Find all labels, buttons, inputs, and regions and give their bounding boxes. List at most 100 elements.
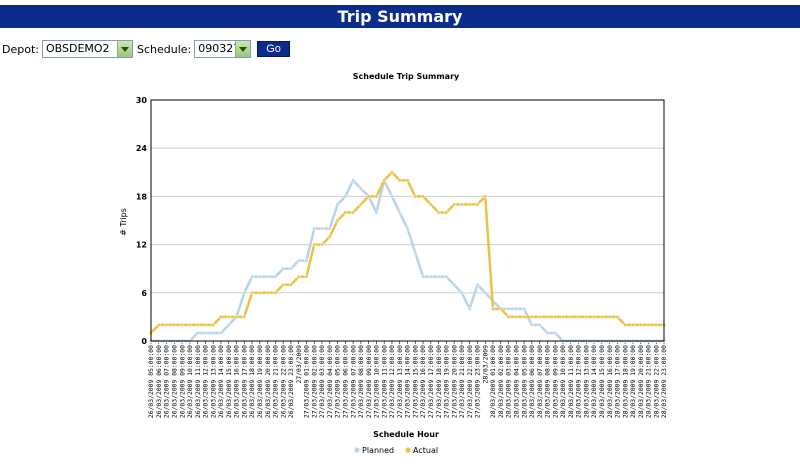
data-point-planned bbox=[327, 226, 332, 231]
data-point-actual bbox=[351, 210, 356, 215]
data-point-planned bbox=[428, 274, 433, 279]
x-tick-label: 26/03/2009 07:00:00 bbox=[163, 345, 171, 418]
data-point-actual bbox=[374, 194, 379, 199]
data-point-actual bbox=[467, 202, 472, 207]
x-tick-label: 26/03/2009 21:00:00 bbox=[272, 345, 280, 418]
data-point-actual bbox=[304, 274, 309, 279]
data-point-actual bbox=[327, 234, 332, 239]
x-tick-label: 26/03/2009 05:00:00 bbox=[147, 345, 155, 418]
data-point-planned bbox=[257, 274, 262, 279]
legend-marker-actual bbox=[405, 447, 411, 453]
x-tick-label: 27/03/2009 07:00:00 bbox=[349, 345, 357, 418]
y-axis-label: # Trips bbox=[119, 208, 128, 236]
x-tick-label: 27/03/2009 17:00:00 bbox=[427, 345, 435, 418]
depot-select[interactable]: OBSDEMO2 bbox=[41, 40, 133, 58]
data-point-planned bbox=[421, 274, 425, 279]
data-point-planned bbox=[219, 331, 223, 335]
chart-title: Schedule Trip Summary bbox=[353, 72, 460, 81]
data-point-actual bbox=[421, 194, 425, 199]
x-tick-label: 28/03/2009 bbox=[481, 345, 489, 384]
x-tick-label: 28/03/2009 05:00:00 bbox=[520, 345, 528, 418]
data-point-planned bbox=[273, 274, 278, 279]
schedule-label: Schedule: bbox=[136, 42, 192, 56]
x-tick-label: 26/03/2009 12:00:00 bbox=[202, 345, 210, 418]
data-point-planned bbox=[413, 250, 418, 255]
y-tick-label: 12 bbox=[136, 241, 147, 250]
data-point-planned bbox=[265, 274, 270, 279]
x-tick-label: 28/03/2009 04:00:00 bbox=[513, 345, 521, 418]
data-point-actual bbox=[219, 314, 223, 319]
go-button[interactable]: Go bbox=[257, 41, 290, 57]
legend-label-planned: Planned bbox=[362, 446, 394, 455]
x-tick-label: 28/03/2009 20:00:00 bbox=[637, 345, 645, 418]
schedule-select[interactable]: 090327 bbox=[194, 40, 252, 58]
data-point-actual bbox=[615, 314, 620, 319]
data-point-planned bbox=[211, 331, 216, 335]
x-tick-label: 26/03/2009 17:00:00 bbox=[240, 345, 248, 418]
data-point-planned bbox=[553, 331, 558, 335]
y-tick-label: 24 bbox=[136, 144, 148, 153]
data-point-actual bbox=[522, 314, 527, 319]
chevron-down-icon[interactable] bbox=[116, 41, 132, 57]
page-title: Trip Summary bbox=[0, 5, 800, 28]
x-tick-label: 27/03/2009 08:00:00 bbox=[357, 345, 365, 418]
legend-marker-planned bbox=[354, 447, 360, 453]
data-point-planned bbox=[320, 226, 324, 231]
data-point-planned bbox=[250, 274, 254, 279]
x-tick-label: 27/03/2009 05:00:00 bbox=[334, 345, 342, 418]
data-point-planned bbox=[203, 331, 208, 335]
x-tick-label: 28/03/2009 15:00:00 bbox=[598, 345, 606, 418]
data-point-planned bbox=[312, 226, 317, 231]
data-point-actual bbox=[397, 178, 402, 183]
data-point-planned bbox=[529, 322, 534, 327]
data-point-planned bbox=[444, 274, 449, 279]
data-point-actual bbox=[452, 202, 457, 207]
y-tick-label: 6 bbox=[141, 289, 147, 298]
data-point-actual bbox=[390, 170, 394, 175]
data-point-actual bbox=[343, 210, 348, 215]
data-point-actual bbox=[265, 290, 270, 295]
x-tick-label: 26/03/2009 14:00:00 bbox=[217, 345, 225, 418]
x-tick-label: 26/03/2009 15:00:00 bbox=[225, 345, 233, 418]
chevron-down-icon[interactable] bbox=[235, 41, 251, 57]
filter-bar: Depot: OBSDEMO2 Schedule: 090327 Go bbox=[2, 40, 290, 58]
data-point-actual bbox=[164, 322, 169, 327]
data-point-actual bbox=[335, 218, 340, 223]
data-point-actual bbox=[257, 290, 262, 295]
data-point-actual bbox=[187, 322, 192, 327]
x-tick-label: 27/03/2009 02:00:00 bbox=[310, 345, 318, 418]
data-point-actual bbox=[320, 242, 324, 247]
data-point-actual bbox=[498, 306, 503, 311]
data-point-actual bbox=[514, 314, 519, 319]
data-point-actual bbox=[405, 178, 410, 183]
data-point-actual bbox=[366, 194, 371, 199]
x-tick-label: 27/03/2009 22:00:00 bbox=[466, 345, 474, 418]
data-point-actual bbox=[491, 306, 495, 311]
data-point-planned bbox=[242, 290, 247, 295]
x-tick-label: 27/03/2009 06:00:00 bbox=[342, 345, 350, 418]
data-point-actual bbox=[506, 314, 511, 319]
x-tick-label: 28/03/2009 17:00:00 bbox=[614, 345, 622, 418]
x-tick-label: 28/03/2009 02:00:00 bbox=[497, 345, 505, 418]
data-point-actual bbox=[444, 210, 449, 215]
data-point-planned bbox=[436, 274, 441, 279]
data-point-actual bbox=[234, 314, 239, 319]
data-point-actual bbox=[273, 290, 278, 295]
x-tick-label: 27/03/2009 21:00:00 bbox=[458, 345, 466, 418]
x-tick-label: 27/03/2009 15:00:00 bbox=[411, 345, 419, 418]
x-tick-label: 26/03/2009 08:00:00 bbox=[171, 345, 179, 418]
data-point-actual bbox=[203, 322, 208, 327]
data-point-planned bbox=[545, 331, 550, 335]
data-point-actual bbox=[242, 314, 247, 319]
data-point-actual bbox=[281, 282, 286, 287]
data-point-planned bbox=[459, 290, 464, 295]
x-tick-label: 28/03/2009 01:00:00 bbox=[489, 345, 497, 418]
data-point-actual bbox=[561, 314, 565, 319]
depot-select-value: OBSDEMO2 bbox=[45, 42, 110, 55]
data-point-planned bbox=[288, 266, 293, 271]
data-point-actual bbox=[250, 290, 254, 295]
data-point-planned bbox=[467, 306, 472, 311]
x-tick-label: 26/03/2009 22:00:00 bbox=[279, 345, 287, 418]
data-point-planned bbox=[281, 266, 286, 271]
